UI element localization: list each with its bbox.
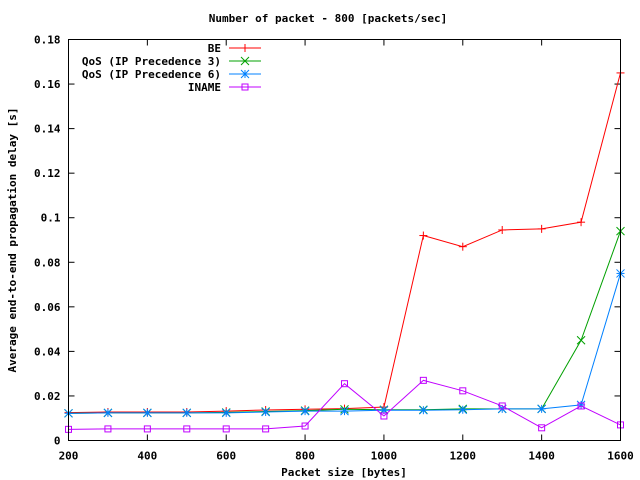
legend-item-qos-ip-precedence-6: QoS (IP Precedence 6): [82, 68, 261, 81]
plot-frame: [68, 39, 621, 441]
data-point-qos-ip-precedence-6: [182, 408, 192, 418]
data-point-qos-ip-precedence-6: [261, 407, 270, 417]
data-point-qos-ip-precedence-6: [458, 405, 468, 415]
y-tick-label: 0.18: [34, 34, 61, 47]
data-point-qos-ip-precedence-6: [221, 408, 231, 418]
legend-marker-icon: [241, 44, 249, 52]
y-tick-label: 0.06: [34, 301, 61, 314]
x-tick-label: 1200: [450, 450, 477, 463]
legend-marker-icon: [241, 83, 249, 91]
legend-marker-icon: [240, 69, 250, 79]
data-point-qos-ip-precedence-6: [340, 406, 349, 416]
data-point-be: [577, 218, 586, 227]
x-tick-label: 600: [216, 450, 236, 463]
y-tick-label: 0.04: [34, 345, 61, 358]
legend-label: BE: [208, 42, 221, 55]
x-tick-label: 400: [137, 450, 157, 463]
y-tick-label: 0.1: [41, 212, 61, 225]
x-tick-label: 1000: [371, 450, 398, 463]
data-point-iname: [538, 424, 546, 432]
data-point-be: [419, 231, 428, 240]
legend-item-be: BE: [208, 42, 261, 55]
y-tick-label: 0: [54, 435, 61, 448]
series-line-qos-ip-precedence-6: [68, 273, 621, 414]
data-point-qos-ip-precedence-6: [537, 404, 546, 414]
series-line-qos-ip-precedence-3: [68, 230, 621, 414]
y-tick-label: 0.14: [34, 123, 61, 136]
legend-label: QoS (IP Precedence 3): [82, 55, 221, 68]
data-point-iname: [104, 425, 112, 433]
y-tick-label: 0.02: [34, 390, 61, 403]
data-point-iname: [301, 422, 309, 430]
data-point-be: [458, 242, 467, 251]
data-point-iname: [498, 402, 506, 410]
y-axis-label: Average end-to-end propagation delay [s]: [6, 108, 19, 373]
data-point-iname: [143, 425, 151, 433]
data-point-iname: [419, 376, 427, 384]
chart-title: Number of packet - 800 [packets/sec]: [209, 12, 447, 25]
data-point-qos-ip-precedence-3: [576, 335, 586, 345]
data-point-qos-ip-precedence-6: [143, 408, 152, 418]
data-point-qos-ip-precedence-6: [103, 408, 113, 418]
data-point-be: [498, 225, 507, 234]
legend-item-iname: INAME: [188, 81, 261, 94]
legend-label: QoS (IP Precedence 6): [82, 68, 221, 81]
y-tick-label: 0.08: [34, 256, 61, 269]
series-line-iname: [68, 379, 621, 430]
data-point-iname: [341, 380, 348, 388]
y-tick-label: 0.16: [34, 78, 61, 91]
legend-marker-icon: [240, 56, 250, 66]
data-point-iname: [380, 412, 388, 420]
series-line-be: [68, 72, 621, 414]
data-point-iname: [222, 425, 230, 433]
data-point-be: [537, 224, 546, 233]
x-tick-label: 1400: [528, 450, 555, 463]
data-point-iname: [459, 387, 467, 395]
legend-label: INAME: [188, 81, 221, 94]
x-tick-label: 800: [295, 450, 315, 463]
y-tick-label: 0.12: [34, 167, 61, 180]
data-point-qos-ip-precedence-6: [419, 405, 428, 415]
series-layer: [64, 68, 625, 433]
axis-ticks: 200 400 600 800 1000 1200 1400 1600 0 0.02 0.04 0.0…: [34, 34, 634, 463]
x-tick-label: 1600: [607, 450, 634, 463]
x-tick-label: 200: [59, 450, 79, 463]
data-point-iname: [577, 402, 585, 410]
data-point-iname: [262, 425, 270, 433]
legend-item-qos-ip-precedence-3: QoS (IP Precedence 3): [82, 55, 261, 68]
data-point-iname: [183, 425, 191, 433]
data-point-qos-ip-precedence-6: [300, 406, 310, 416]
x-axis-label: Packet size [bytes]: [281, 466, 407, 479]
